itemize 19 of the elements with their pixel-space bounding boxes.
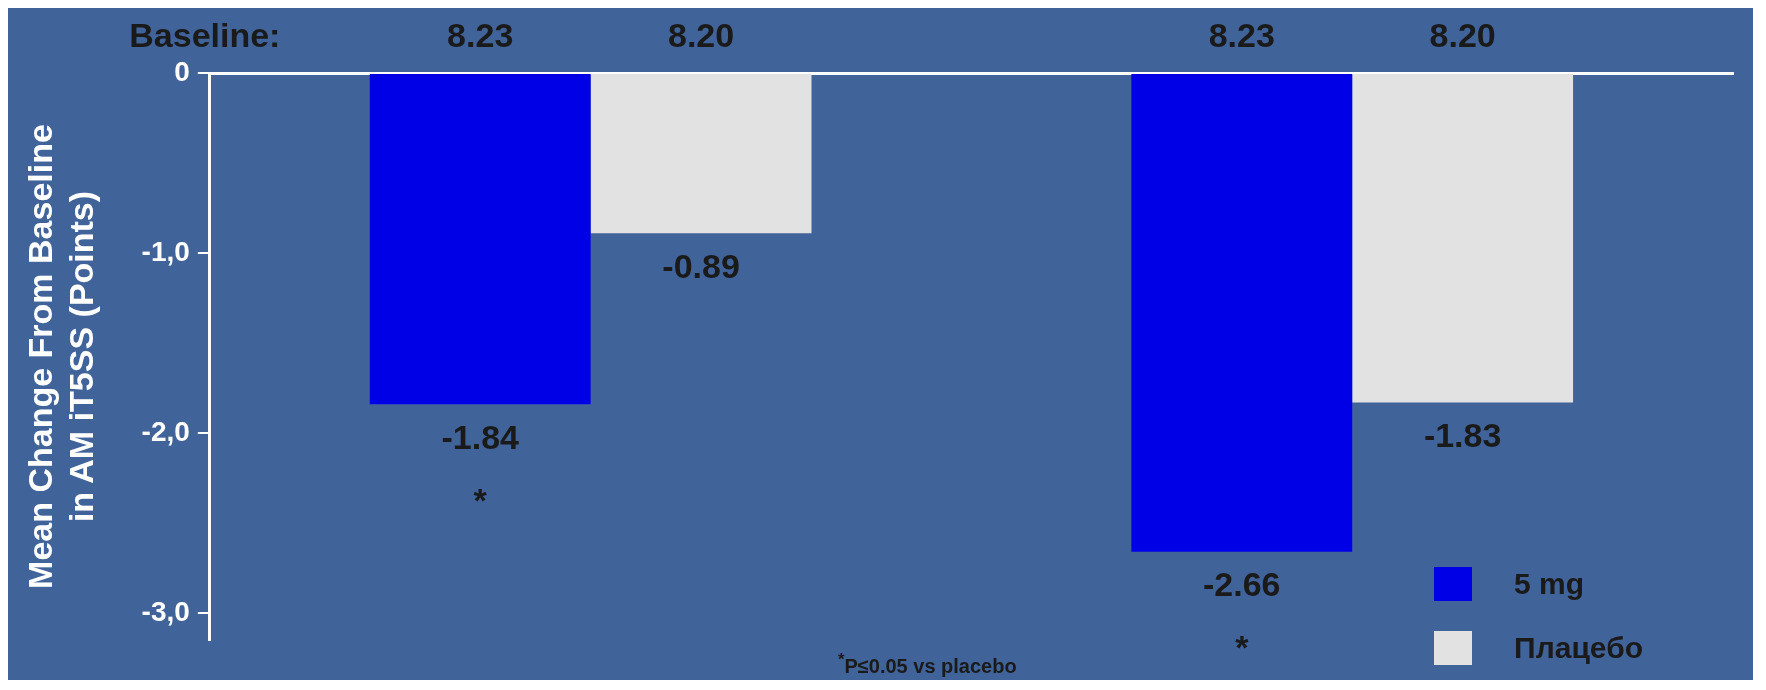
annotation: *: [1235, 628, 1250, 667]
y-tick-label: -1,0: [141, 235, 190, 267]
y-axis-title: Mean Change From Baseline in AM iT5SS (Points): [20, 124, 100, 589]
data-label: -1.84: [441, 417, 520, 456]
data-label: -1.83: [1423, 415, 1502, 454]
data-label: -2.66: [1203, 565, 1281, 604]
y-tick-label: -3,0: [141, 595, 190, 627]
text: 8.23: [447, 16, 514, 55]
text: 8.20: [1429, 16, 1496, 55]
legend-label: Плацебо: [1514, 631, 1643, 665]
data-label: -0.89: [662, 246, 740, 285]
text: 8.23: [1208, 16, 1275, 55]
y-tick-label: 0: [174, 55, 190, 87]
text: $^{*}$P≤0.05 vs placebo: [838, 650, 1017, 678]
text: 8.20: [667, 16, 735, 55]
annotation: *: [473, 480, 488, 519]
legend-label: 5 mg: [1514, 567, 1585, 601]
y-tick-label: -2,0: [141, 415, 190, 447]
text: Baseline:: [129, 16, 281, 55]
